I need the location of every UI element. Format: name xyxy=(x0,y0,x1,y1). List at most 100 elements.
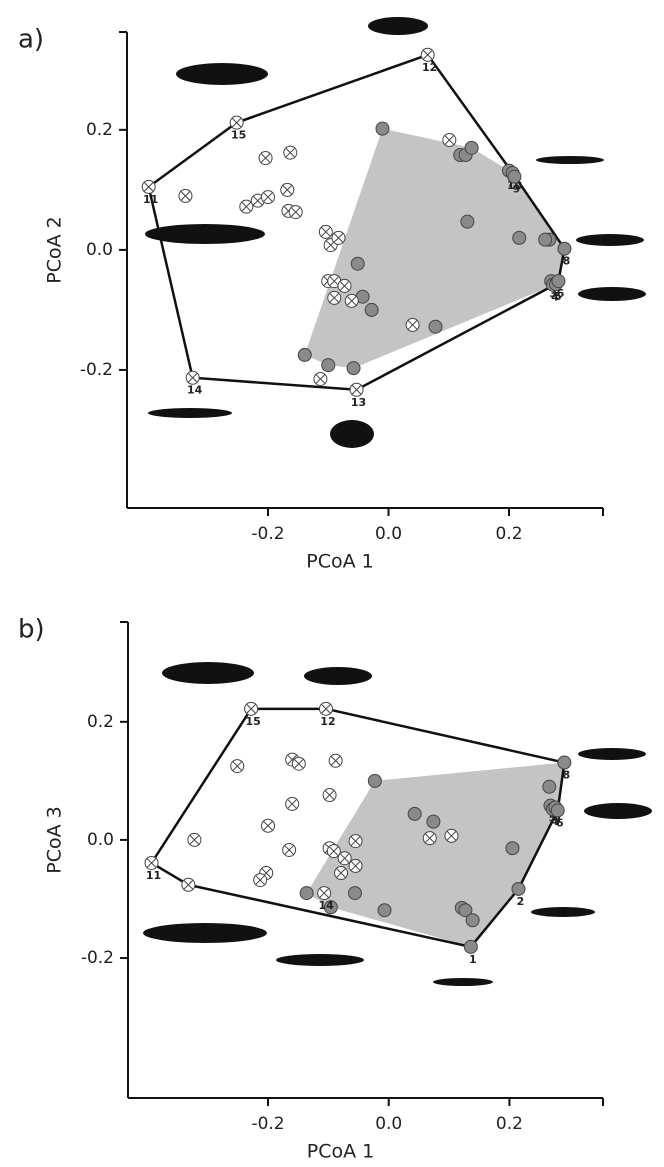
point-cross xyxy=(324,790,335,800)
point-cross xyxy=(339,853,350,863)
x-tick-label: 0.2 xyxy=(495,524,522,544)
point xyxy=(507,169,522,184)
x-axis-label: PCoA 1 xyxy=(307,1141,374,1163)
point xyxy=(464,140,479,155)
point-label: 6 xyxy=(556,816,564,829)
point-cross xyxy=(321,227,331,237)
point-cross xyxy=(241,201,252,212)
point-cross xyxy=(231,117,242,128)
point-cross xyxy=(350,861,361,871)
point-label: 15 xyxy=(245,715,260,728)
point xyxy=(465,913,480,928)
point xyxy=(347,886,362,901)
point-label: 14 xyxy=(319,899,335,912)
point xyxy=(557,241,572,256)
point xyxy=(505,841,520,856)
point-label: 5 xyxy=(549,812,557,825)
point-cross xyxy=(351,384,362,395)
point-label: 6 xyxy=(557,287,565,300)
point-cross xyxy=(180,191,191,201)
point-label: 1 xyxy=(469,953,477,966)
point-label: 4 xyxy=(551,291,559,304)
point xyxy=(460,214,475,229)
point-label: 4 xyxy=(551,815,559,828)
point xyxy=(367,773,382,788)
point xyxy=(542,779,557,794)
point xyxy=(297,347,312,362)
point xyxy=(511,881,526,896)
point xyxy=(346,361,361,376)
point-cross xyxy=(319,888,329,898)
point-cross xyxy=(444,135,455,145)
point-cross xyxy=(425,833,435,843)
x-tick-label: 0.2 xyxy=(496,1114,523,1134)
x-axis-label: PCoA 1 xyxy=(306,551,373,573)
point-cross xyxy=(187,372,198,383)
y-tick-label: 0.2 xyxy=(86,120,113,140)
point-label: 14 xyxy=(187,384,203,397)
y-tick-label: 0.0 xyxy=(87,830,114,850)
point-label: 11 xyxy=(146,869,161,882)
point-cross xyxy=(333,233,344,243)
point xyxy=(458,903,473,918)
point-cross xyxy=(143,182,154,192)
point-cross xyxy=(446,831,457,841)
point-cross xyxy=(260,153,271,163)
point-label: 5 xyxy=(554,290,562,303)
point xyxy=(428,319,443,334)
point-cross xyxy=(284,845,294,855)
x-tick-label: 0.0 xyxy=(375,1114,402,1134)
point-label: 3 xyxy=(549,287,557,300)
point xyxy=(323,900,338,915)
point-cross xyxy=(336,868,346,878)
point-label: 3 xyxy=(553,813,561,826)
point-label: 8 xyxy=(563,769,571,782)
point-cross xyxy=(294,758,304,769)
point xyxy=(350,256,365,271)
point-cross xyxy=(287,799,297,809)
point-cross xyxy=(339,281,350,291)
point-cross xyxy=(329,846,339,856)
point-cross xyxy=(422,50,433,60)
panel-label: a) xyxy=(18,25,44,55)
point xyxy=(321,358,336,373)
point xyxy=(299,886,314,901)
point xyxy=(557,755,572,770)
point-cross xyxy=(346,296,357,306)
point-cross xyxy=(252,195,263,206)
point-label: 7 xyxy=(507,177,515,190)
point-label: 12 xyxy=(422,61,437,74)
point xyxy=(377,903,392,918)
x-tick-label: -0.2 xyxy=(251,1114,284,1134)
point-cross xyxy=(183,880,194,890)
point xyxy=(375,121,390,136)
point-cross xyxy=(255,875,265,885)
point-cross xyxy=(315,374,326,384)
point-cross xyxy=(290,207,301,217)
point-cross xyxy=(189,835,200,845)
fish-silhouettes xyxy=(143,17,652,986)
y-axis-label: PCoA 3 xyxy=(44,806,66,873)
point-cross xyxy=(321,704,331,714)
point xyxy=(538,232,553,247)
point-cross xyxy=(350,836,361,846)
point-cross xyxy=(232,761,242,771)
point-label: 9 xyxy=(513,183,521,196)
point-label: 15 xyxy=(231,129,246,142)
point-cross xyxy=(263,192,273,202)
point-cross xyxy=(407,320,418,330)
x-tick-label: 0.0 xyxy=(375,524,402,544)
point-cross xyxy=(329,293,340,303)
point xyxy=(550,803,565,818)
point xyxy=(512,230,527,245)
point xyxy=(364,302,379,317)
y-tick-label: 0.0 xyxy=(86,240,113,260)
point-cross xyxy=(263,820,273,831)
point-cross xyxy=(330,756,341,766)
point-cross xyxy=(285,147,296,158)
x-tick-label: -0.2 xyxy=(251,524,284,544)
point-label: 13 xyxy=(351,396,366,409)
point xyxy=(407,806,422,821)
point-cross xyxy=(329,276,340,286)
